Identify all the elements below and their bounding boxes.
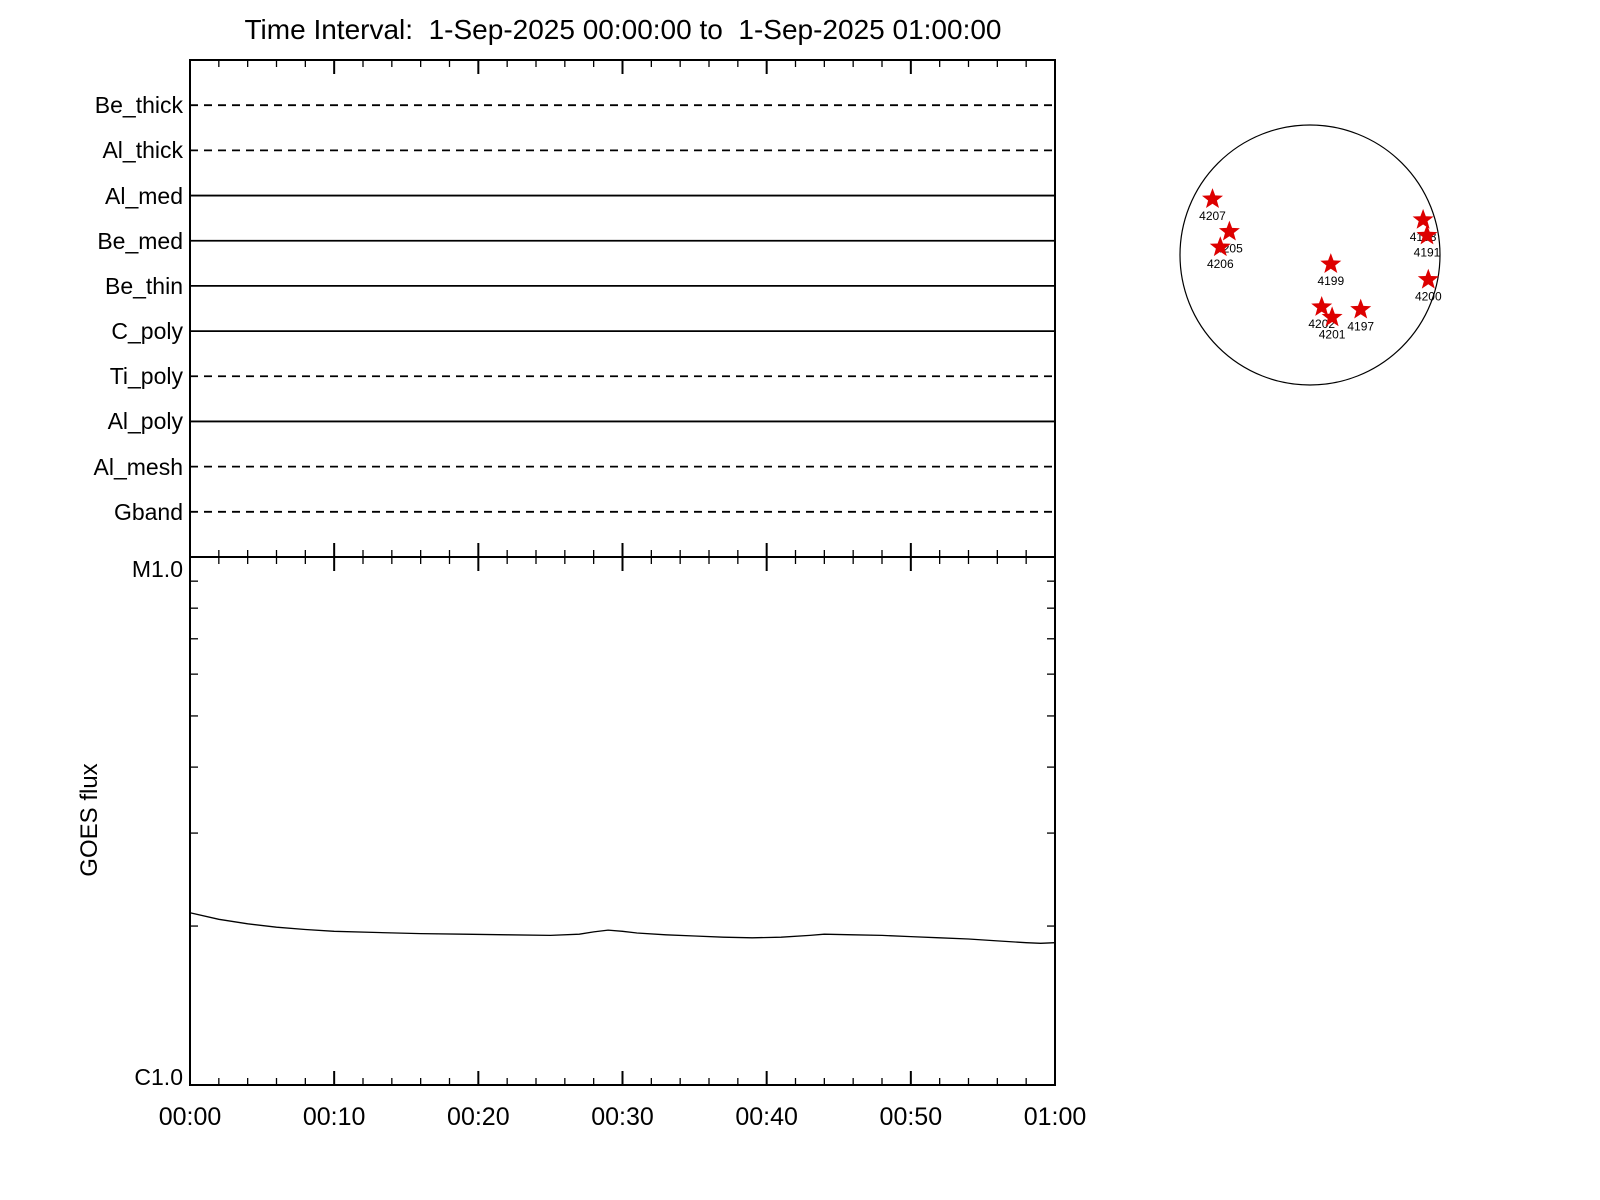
time-tick-00:00: 00:00 [158, 1103, 222, 1131]
time-tick-00:10: 00:10 [302, 1103, 366, 1131]
filter-label-Be_med: Be_med [97, 227, 183, 254]
time-tick-00:30: 00:30 [591, 1103, 654, 1131]
active-region-star-4206 [1209, 236, 1231, 257]
active-region-star-4202 [1311, 296, 1333, 316]
filter-label-Ti_poly: Ti_poly [109, 363, 183, 390]
time-tick-01:00: 01:00 [1023, 1103, 1087, 1131]
time-tick-00:40: 00:40 [735, 1103, 798, 1131]
active-region-label-4191: 4191 [1414, 246, 1441, 260]
active-region-star-4199 [1320, 253, 1342, 273]
active-region-star-4207 [1202, 188, 1223, 208]
active-region-star-4205 [1218, 220, 1240, 241]
active-region-label-4197: 4197 [1347, 320, 1374, 334]
filter-label-Gband: Gband [113, 498, 183, 525]
filter-label-C_poly: C_poly [111, 318, 183, 345]
active-region-star-4197 [1350, 298, 1372, 319]
time-tick-00:20: 00:20 [447, 1103, 510, 1131]
filter-label-Al_mesh: Al_mesh [93, 453, 183, 480]
active-region-label-4201: 4201 [1319, 327, 1346, 341]
ytick-label-m1: M1.0 [131, 556, 183, 582]
filter-panel-frame [189, 59, 1056, 558]
goes-flux-axis-label: GOES flux [76, 763, 103, 877]
filter-label-Al_med: Al_med [105, 182, 183, 209]
time-tick-00:50: 00:50 [879, 1103, 943, 1131]
xrt-filter-lines [190, 104, 1055, 513]
active-region-star-4191 [1416, 224, 1438, 245]
axis-ticks [189, 60, 1056, 1085]
solar-limb-circle [1179, 124, 1441, 386]
active-region-star-4201 [1321, 306, 1343, 327]
solar-disk-map: 4207420542064199419841914200420242014197 [1179, 124, 1442, 386]
filter-label-Be_thin: Be_thin [104, 272, 183, 299]
active-region-label-4199: 4199 [1317, 274, 1344, 288]
active-region-label-4200: 4200 [1415, 290, 1442, 304]
active-region-star-4198 [1412, 208, 1434, 229]
time-interval-title: Time Interval: 1-Sep-2025 00:00:00 to 1-… [244, 14, 1002, 45]
filter-label-Be_thick: Be_thick [94, 92, 183, 119]
goes-flux-curve [189, 912, 1056, 944]
filter-label-Al_poly: Al_poly [107, 408, 183, 435]
active-region-star-4200 [1417, 268, 1439, 289]
active-region-label-4207: 4207 [1199, 209, 1226, 223]
filter-label-Al_thick: Al_thick [102, 137, 183, 164]
ytick-label-c1: C1.0 [134, 1064, 183, 1090]
active-region-label-4206: 4206 [1207, 257, 1234, 271]
goes-panel-frame [189, 556, 1056, 1086]
